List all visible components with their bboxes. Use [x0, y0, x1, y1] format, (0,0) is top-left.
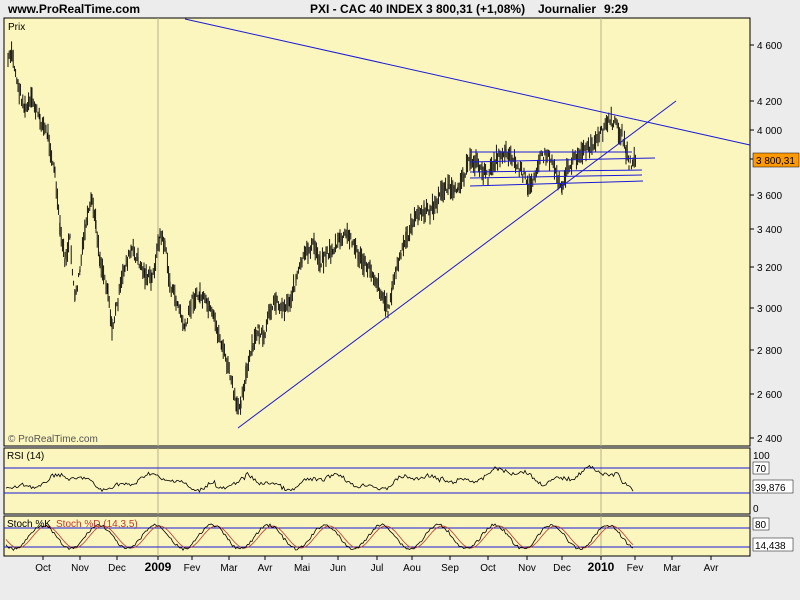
rsi-level-text: 70 [755, 464, 767, 475]
stoch-level-text: 80 [755, 520, 767, 531]
rsi-line [5, 464, 634, 493]
site-url[interactable]: www.ProRealTime.com [8, 2, 141, 16]
stoch-series [4, 523, 750, 552]
x-tick-label: Oct [480, 563, 496, 574]
y-tick-label: 4 000 [757, 126, 782, 137]
stoch-d-line [5, 525, 634, 549]
price-series [7, 41, 636, 415]
trendlines [184, 18, 751, 429]
x-tick-label: Nov [518, 563, 536, 574]
y-tick-label: 4 600 [757, 41, 782, 52]
last-quote: 3 800,31 (+1,08%) [426, 2, 526, 16]
period-label: Journalier [538, 2, 597, 16]
instrument-title: PXI - CAC 40 INDEX [310, 2, 423, 16]
rsi-panel[interactable] [3, 447, 751, 515]
stoch-value-text: 14,438 [755, 541, 786, 552]
y-tick-label: 4 200 [757, 97, 782, 108]
y-tick-label: 3 200 [757, 263, 782, 274]
price-panel[interactable] [3, 17, 751, 447]
watermark: © ProRealTime.com [8, 434, 98, 445]
x-tick-label: Mai [294, 563, 310, 574]
stoch-d-label: Stoch %D (14,3,5) [56, 519, 138, 530]
x-tick-label: Oct [35, 563, 51, 574]
x-tick-label: Sep [441, 563, 459, 574]
rsi-tick-0: 0 [753, 504, 759, 515]
x-tick-label: Nov [71, 563, 89, 574]
x-tick-label: Jul [371, 563, 384, 574]
last-value-text: 3 800,31 [756, 156, 795, 167]
y-tick-label: 2 800 [757, 346, 782, 357]
stoch-value-box [752, 537, 794, 552]
time-label: 9:29 [604, 2, 629, 16]
rsi-series [4, 464, 750, 494]
price-panel-label: Prix [8, 22, 25, 33]
x-tick-label: Aou [403, 563, 421, 574]
y-tick-label: 2 400 [757, 434, 782, 445]
rsi-level-box [752, 461, 770, 475]
y-tick-label: 3 000 [757, 304, 782, 315]
x-tick-label: Dec [108, 563, 126, 574]
x-tick-label: Jun [330, 563, 346, 574]
x-tick-label: Mar [663, 563, 681, 574]
y-tick-label: 3 600 [757, 191, 782, 202]
rsi-value-text: 39,876 [755, 483, 786, 494]
x-tick-label: Fev [627, 563, 644, 574]
y-tick-label: 2 600 [757, 390, 782, 401]
rsi-tick-100: 100 [753, 451, 770, 462]
channel-line [469, 174, 643, 179]
rsi-value-box [752, 479, 794, 494]
stoch-level-box [752, 517, 770, 531]
x-tick-label: Dec [553, 563, 571, 574]
channel-bottom-line [469, 180, 644, 187]
x-tick-label: 2010 [588, 560, 615, 574]
x-tick-label: 2009 [145, 560, 172, 574]
x-tick-label: Avr [704, 563, 719, 574]
channel-line [469, 157, 656, 163]
gridlines [157, 18, 602, 556]
stoch-k-label: Stoch %K [7, 519, 51, 530]
x-axis: Oct Nov Dec 2009 Fev Mar Avr Mai Jun Jul Aou Sep Oct… [35, 556, 719, 574]
last-value-box [752, 152, 800, 168]
stoch-k-line [5, 523, 634, 552]
channel-line [469, 169, 643, 173]
x-tick-label: Avr [258, 563, 273, 574]
resistance-line [184, 18, 751, 146]
support-line [237, 100, 677, 429]
rsi-panel-label: RSI (14) [7, 451, 44, 462]
y-tick-label: 3 400 [757, 225, 782, 236]
x-tick-label: Mar [220, 563, 238, 574]
x-tick-label: Fev [184, 563, 201, 574]
